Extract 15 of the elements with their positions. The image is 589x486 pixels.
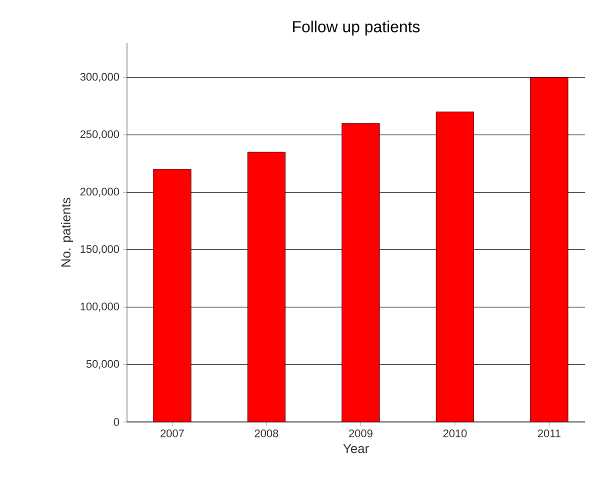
- chart-title: Follow up patients: [293, 20, 420, 36]
- y-tick-label: 250,000: [80, 130, 120, 140]
- x-tick-label: 2007: [160, 430, 184, 438]
- x-axis-title: Year: [343, 444, 369, 454]
- y-tick-label: 150,000: [80, 245, 120, 254]
- y-axis-title: No. patients: [60, 198, 74, 267]
- x-tick-label: 2010: [443, 430, 467, 438]
- x-tick-label: 2009: [349, 430, 372, 438]
- x-tick-label: 2011: [538, 430, 560, 438]
- x-tick-label: 2008: [254, 430, 278, 438]
- y-tick-label: 0: [114, 418, 120, 426]
- y-tick-label: 300,000: [80, 72, 120, 82]
- y-tick-label: 200,000: [80, 188, 120, 197]
- y-tick-label: 50,000: [86, 360, 120, 370]
- y-tick-label: 100,000: [80, 302, 120, 312]
